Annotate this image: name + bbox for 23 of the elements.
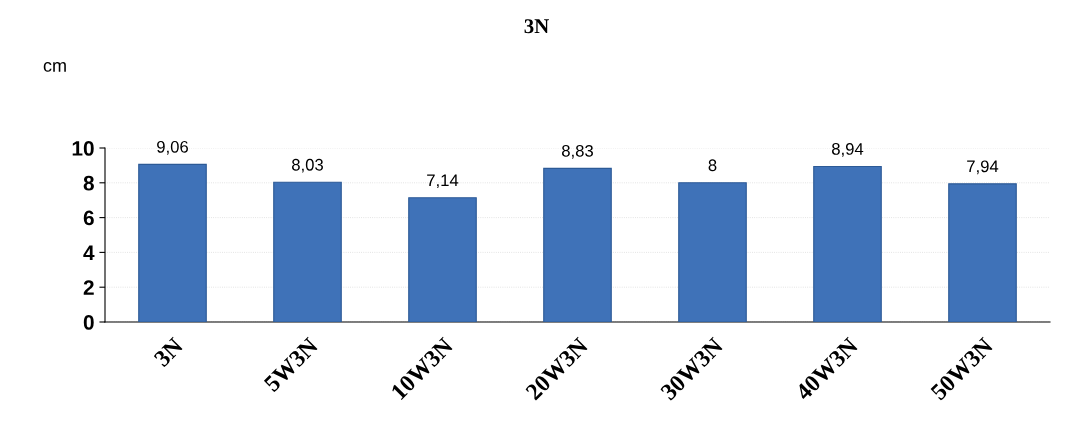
- data-label: 7,14: [427, 174, 459, 189]
- data-label: 8: [708, 159, 717, 172]
- y-tick-label: 4: [83, 245, 95, 260]
- bar: [273, 181, 342, 322]
- chart-title: 3N: [524, 19, 549, 34]
- data-label: 8,94: [832, 143, 864, 157]
- y-tick-label: 2: [83, 280, 94, 295]
- bar: [678, 182, 747, 322]
- y-tick-label: 8: [83, 175, 94, 191]
- y-tick-label: 10: [72, 141, 94, 156]
- bar: [408, 197, 477, 322]
- y-tick-label: 6: [83, 210, 94, 226]
- bar: [948, 183, 1017, 322]
- bar: [138, 163, 207, 322]
- bar: [543, 167, 612, 322]
- x-tick-label: 3N: [153, 336, 185, 368]
- bar: [813, 165, 882, 322]
- data-label: 8,03: [292, 158, 323, 173]
- data-label: 8,83: [562, 144, 593, 159]
- data-label: 9,06: [157, 140, 188, 155]
- y-tick-label: 0: [83, 315, 94, 330]
- data-label: 7,94: [967, 160, 999, 175]
- y-axis-title: cm: [43, 61, 66, 72]
